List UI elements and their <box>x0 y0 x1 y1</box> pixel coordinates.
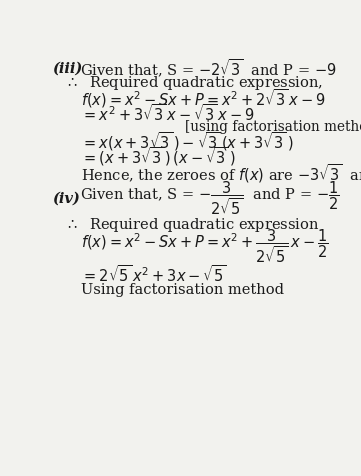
Text: Hence, the zeroes of $f(x)$ are $-3\sqrt{3}$  and  $\sqrt{3}$: Hence, the zeroes of $f(x)$ are $-3\sqrt… <box>82 162 361 185</box>
Text: (iii): (iii) <box>52 62 82 76</box>
Text: $= x(x + 3\sqrt{3}\,) - \sqrt{3}\,(x + 3\sqrt{3}\,)$: $= x(x + 3\sqrt{3}\,) - \sqrt{3}\,(x + 3… <box>82 130 294 153</box>
Text: $= (x + 3\sqrt{3}\,)\,(x - \sqrt{3}\,)$: $= (x + 3\sqrt{3}\,)\,(x - \sqrt{3}\,)$ <box>82 145 236 168</box>
Text: $f(x) = x^2 - Sx + P = x^2 + 2\sqrt{3}\,x - 9$: $f(x) = x^2 - Sx + P = x^2 + 2\sqrt{3}\,… <box>82 87 326 110</box>
Text: $= 2\sqrt{5}\,x^2 + 3x - \sqrt{5}$: $= 2\sqrt{5}\,x^2 + 3x - \sqrt{5}$ <box>82 264 227 285</box>
Text: $f(x) = x^2 - Sx + P = x^2 + \dfrac{3}{2\sqrt{5}}\,x - \dfrac{1}{2}$: $f(x) = x^2 - Sx + P = x^2 + \dfrac{3}{2… <box>82 228 329 265</box>
Text: Given that, S = $-2\sqrt{3}$  and P = $-9$: Given that, S = $-2\sqrt{3}$ and P = $-9… <box>80 58 337 80</box>
Text: Using factorisation method: Using factorisation method <box>82 283 284 297</box>
Text: $= x^2 + 3\sqrt{3}\,x - \sqrt{3}\,x - 9$: $= x^2 + 3\sqrt{3}\,x - \sqrt{3}\,x - 9$ <box>82 103 255 124</box>
Text: $\therefore$  Required quadratic expression,: $\therefore$ Required quadratic expressi… <box>65 74 323 92</box>
Text: (iv): (iv) <box>52 191 80 205</box>
Text: $\therefore$  Required quadratic expression: $\therefore$ Required quadratic expressi… <box>65 216 319 234</box>
Text: [using factorisation method]: [using factorisation method] <box>185 120 361 134</box>
Text: Given that, S = $-\dfrac{3}{2\sqrt{5}}$  and P = $-\dfrac{1}{2}$: Given that, S = $-\dfrac{3}{2\sqrt{5}}$ … <box>80 179 340 217</box>
